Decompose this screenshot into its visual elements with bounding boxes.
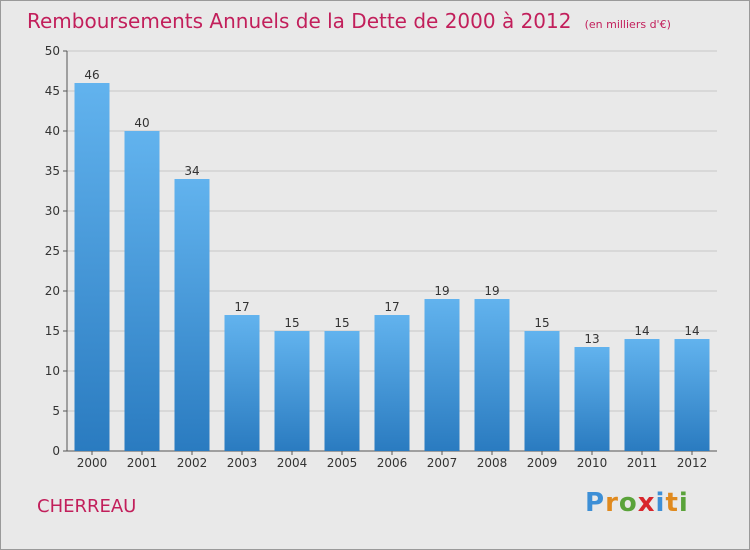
data-label: 40 (134, 116, 149, 130)
commune-name: CHERREAU (37, 496, 137, 517)
x-tick-label: 2001 (127, 456, 158, 470)
logo-letter: i (678, 488, 689, 518)
logo-letter: r (605, 488, 619, 518)
data-label: 46 (84, 68, 99, 82)
logo-letter: P (585, 488, 606, 518)
logo-letter: o (618, 488, 638, 518)
data-label: 14 (684, 324, 699, 338)
y-tick-label: 0 (52, 444, 60, 458)
bar (524, 331, 560, 451)
title-line: Remboursements Annuels de la Dette de 20… (27, 9, 671, 33)
y-tick-label: 45 (45, 84, 60, 98)
data-label: 17 (234, 300, 249, 314)
data-label: 15 (334, 316, 349, 330)
bar (124, 131, 160, 451)
bar (174, 179, 210, 451)
data-label: 19 (484, 284, 499, 298)
x-tick-label: 2000 (77, 456, 108, 470)
bar (274, 331, 310, 451)
y-tick-label: 20 (45, 284, 60, 298)
x-tick-label: 2003 (227, 456, 258, 470)
bar (574, 347, 610, 451)
x-tick-label: 2010 (577, 456, 608, 470)
x-tick-label: 2006 (377, 456, 408, 470)
y-tick-label: 25 (45, 244, 60, 258)
y-tick-label: 5 (52, 404, 60, 418)
bar (674, 339, 710, 451)
x-tick-label: 2011 (627, 456, 658, 470)
data-label: 34 (184, 164, 199, 178)
chart-title: Remboursements Annuels de la Dette de 20… (27, 9, 572, 33)
y-tick-label: 10 (45, 364, 60, 378)
bar (424, 299, 460, 451)
y-tick-label: 50 (45, 44, 60, 58)
x-tick-label: 2008 (477, 456, 508, 470)
x-tick-label: 2002 (177, 456, 208, 470)
x-tick-label: 2009 (527, 456, 558, 470)
data-label: 14 (634, 324, 649, 338)
bar (474, 299, 510, 451)
data-label: 15 (284, 316, 299, 330)
x-tick-label: 2007 (427, 456, 458, 470)
logo-letter: t (665, 488, 679, 518)
y-tick-label: 35 (45, 164, 60, 178)
logo-letter: i (655, 488, 666, 518)
bar (74, 83, 110, 451)
data-label: 17 (384, 300, 399, 314)
data-label: 15 (534, 316, 549, 330)
bar (324, 331, 360, 451)
bar (374, 315, 410, 451)
logo-letter: x (637, 488, 656, 518)
bar (624, 339, 660, 451)
y-tick-label: 40 (45, 124, 60, 138)
proxiti-logo: Proxiti (585, 488, 689, 518)
chart-subtitle: (en milliers d'€) (584, 18, 671, 31)
x-tick-label: 2004 (277, 456, 308, 470)
x-tick-label: 2012 (677, 456, 708, 470)
y-tick-label: 30 (45, 204, 60, 218)
bar (224, 315, 260, 451)
x-tick-label: 2005 (327, 456, 358, 470)
data-label: 19 (434, 284, 449, 298)
y-tick-label: 15 (45, 324, 60, 338)
data-label: 13 (584, 332, 599, 346)
